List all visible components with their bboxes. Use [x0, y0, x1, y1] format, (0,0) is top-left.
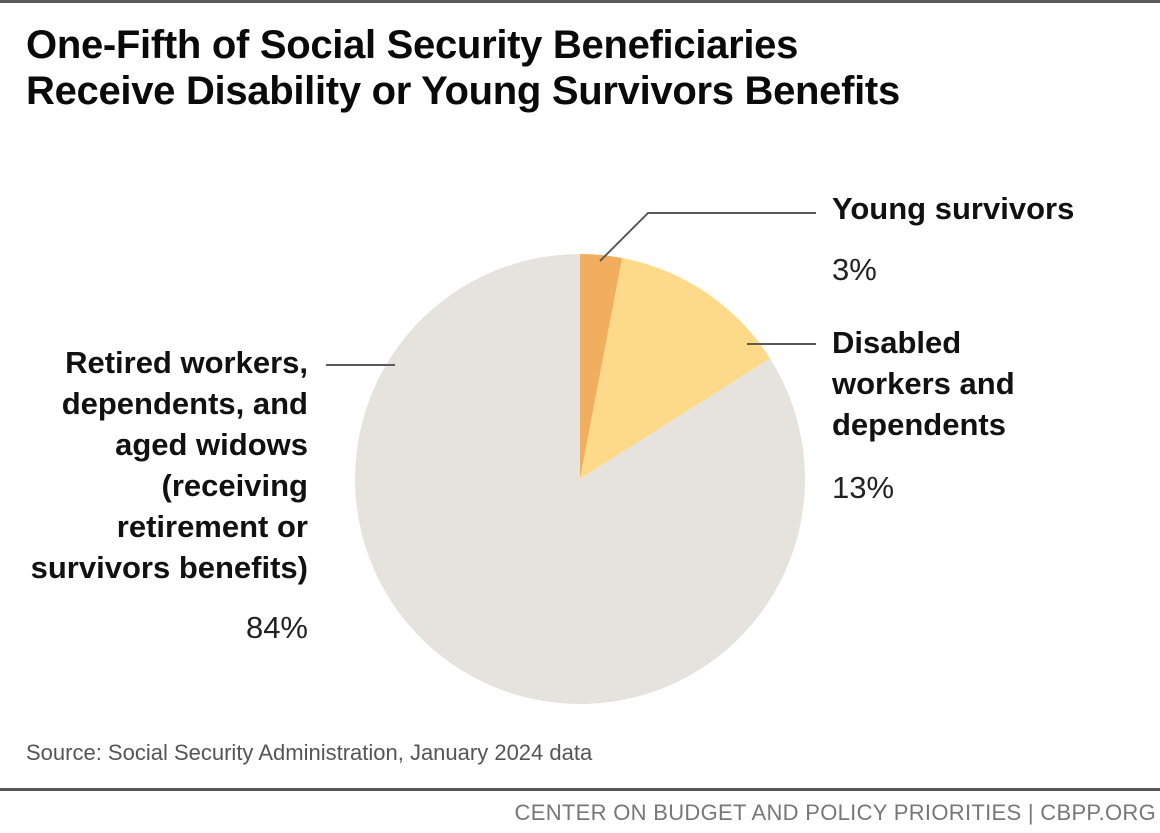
pie-slices	[355, 254, 805, 704]
pie-slice-young-survivors	[580, 254, 623, 479]
pie-slice-retired-workers-dependents-and-aged-wido	[355, 254, 805, 704]
source-note: Source: Social Security Administration, …	[26, 740, 593, 765]
label-disabled-line-2: workers and	[832, 366, 1015, 401]
title-line-1: One-Fifth of Social Security Beneficiari…	[26, 23, 799, 67]
chart-title: One-Fifth of Social Security Beneficiari…	[26, 22, 900, 114]
label-young-survivors: Young survivors	[832, 188, 1074, 229]
pct-retired: 84%	[245, 610, 308, 645]
label-retired-line-5: retirement or	[116, 509, 308, 544]
label-retired-line-6: survivors benefits)	[30, 550, 308, 585]
pct-young-survivors: 3%	[832, 252, 877, 287]
top-rule	[0, 0, 1160, 3]
label-retired-line-4: (receiving	[161, 468, 308, 503]
label-retired-line-1: Retired workers,	[65, 345, 308, 380]
label-retired-line-3: aged widows	[115, 427, 308, 462]
label-young-survivors-line-1: Young survivors	[832, 191, 1075, 226]
title-line-2: Receive Disability or Young Survivors Be…	[26, 69, 900, 113]
pct-disabled: 13%	[832, 470, 895, 505]
footer-rule	[0, 788, 1160, 791]
pie-slice-disabled-workers-and-dependents	[580, 257, 770, 479]
leader-line-young-survivors	[599, 212, 816, 262]
leader-lines	[326, 212, 816, 366]
label-retired: Retired workers, dependents, and aged wi…	[31, 342, 308, 588]
label-disabled-line-1: Disabled	[832, 325, 962, 360]
footer-credit: CENTER ON BUDGET AND POLICY PRIORITIES |…	[514, 800, 1156, 825]
label-retired-line-2: dependents, and	[61, 386, 308, 421]
label-disabled-line-3: dependents	[832, 407, 1006, 442]
label-disabled: Disabled workers and dependents	[832, 322, 1015, 445]
